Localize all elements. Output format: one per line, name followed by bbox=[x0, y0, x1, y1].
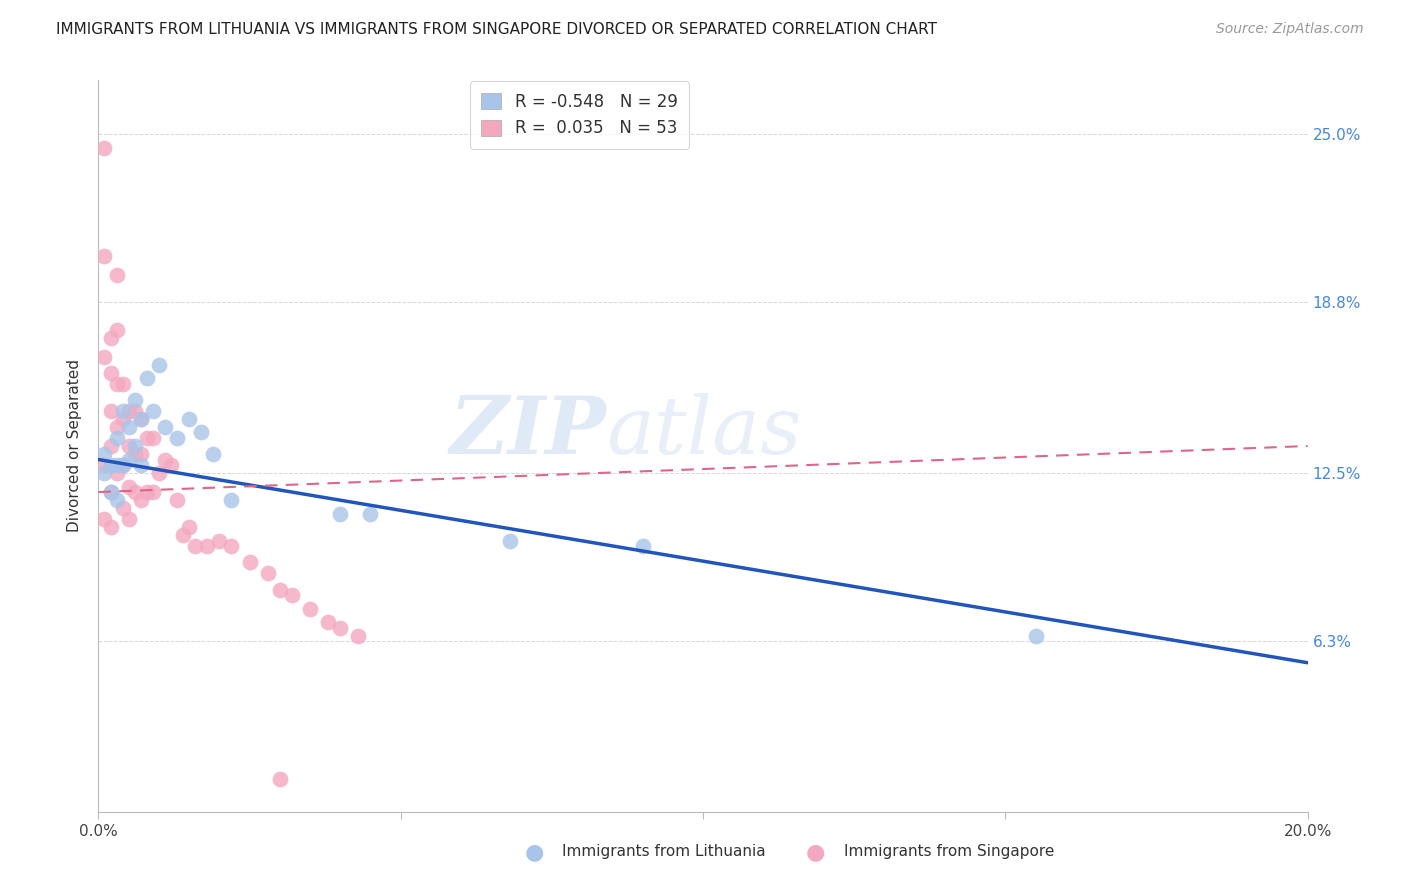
Point bbox=[142, 431, 165, 445]
Point bbox=[256, 566, 278, 581]
Legend: R = -0.548   N = 29, R =  0.035   N = 53: R = -0.548 N = 29, R = 0.035 N = 53 bbox=[470, 81, 689, 149]
Point bbox=[195, 539, 218, 553]
Point bbox=[166, 493, 188, 508]
Point bbox=[135, 485, 157, 500]
Point bbox=[329, 507, 352, 521]
Point bbox=[124, 392, 146, 407]
Point bbox=[118, 439, 141, 453]
Point bbox=[105, 268, 128, 283]
Point bbox=[208, 533, 231, 548]
Point bbox=[118, 512, 141, 526]
Point bbox=[93, 466, 115, 480]
Point bbox=[329, 620, 352, 634]
Point bbox=[135, 431, 157, 445]
Point bbox=[100, 366, 122, 380]
Point bbox=[142, 485, 165, 500]
Point bbox=[172, 528, 194, 542]
Point bbox=[111, 501, 134, 516]
Point bbox=[124, 485, 146, 500]
Point bbox=[148, 358, 170, 372]
Point bbox=[135, 371, 157, 385]
Point bbox=[269, 582, 291, 597]
Text: Immigrants from Singapore: Immigrants from Singapore bbox=[844, 845, 1054, 859]
Point bbox=[498, 533, 520, 548]
Point bbox=[100, 439, 122, 453]
Text: Immigrants from Lithuania: Immigrants from Lithuania bbox=[562, 845, 766, 859]
Point bbox=[124, 404, 146, 418]
Point bbox=[118, 404, 141, 418]
Point bbox=[166, 431, 188, 445]
Point bbox=[111, 412, 134, 426]
Point bbox=[142, 404, 165, 418]
Point bbox=[105, 466, 128, 480]
Point bbox=[129, 493, 152, 508]
Point bbox=[129, 412, 152, 426]
Point bbox=[105, 458, 128, 472]
Point bbox=[179, 520, 201, 534]
Point bbox=[299, 601, 322, 615]
Text: Source: ZipAtlas.com: Source: ZipAtlas.com bbox=[1216, 22, 1364, 37]
Point bbox=[221, 539, 243, 553]
Point bbox=[631, 539, 654, 553]
Point bbox=[111, 458, 134, 472]
Point bbox=[93, 512, 115, 526]
Point bbox=[93, 458, 115, 472]
Point bbox=[118, 452, 141, 467]
Point bbox=[239, 556, 262, 570]
Point bbox=[105, 376, 128, 391]
Text: atlas: atlas bbox=[606, 392, 801, 470]
Point bbox=[124, 447, 146, 461]
Point bbox=[105, 420, 128, 434]
Point bbox=[93, 350, 115, 364]
Point bbox=[100, 485, 122, 500]
Point bbox=[100, 458, 122, 472]
Point bbox=[221, 493, 243, 508]
Point bbox=[93, 249, 115, 263]
Point bbox=[105, 431, 128, 445]
Point bbox=[93, 141, 115, 155]
Point bbox=[148, 466, 170, 480]
Point bbox=[153, 420, 176, 434]
Point bbox=[184, 539, 207, 553]
Point bbox=[100, 404, 122, 418]
Point bbox=[111, 376, 134, 391]
Point bbox=[347, 629, 370, 643]
Point bbox=[269, 772, 291, 787]
Point bbox=[118, 480, 141, 494]
Point bbox=[111, 404, 134, 418]
Point bbox=[124, 439, 146, 453]
Point bbox=[202, 447, 225, 461]
Point bbox=[153, 452, 176, 467]
Point bbox=[105, 322, 128, 336]
Y-axis label: Divorced or Separated: Divorced or Separated bbox=[67, 359, 83, 533]
Point bbox=[129, 412, 152, 426]
Text: IMMIGRANTS FROM LITHUANIA VS IMMIGRANTS FROM SINGAPORE DIVORCED OR SEPARATED COR: IMMIGRANTS FROM LITHUANIA VS IMMIGRANTS … bbox=[56, 22, 938, 37]
Point bbox=[118, 420, 141, 434]
Point bbox=[100, 520, 122, 534]
Text: ZIP: ZIP bbox=[450, 392, 606, 470]
Text: ●: ● bbox=[524, 842, 544, 862]
Point bbox=[105, 493, 128, 508]
Point bbox=[100, 485, 122, 500]
Point bbox=[111, 458, 134, 472]
Point bbox=[179, 412, 201, 426]
Point bbox=[160, 458, 183, 472]
Point bbox=[316, 615, 339, 629]
Point bbox=[281, 588, 304, 602]
Point bbox=[129, 458, 152, 472]
Point bbox=[100, 331, 122, 345]
Text: ●: ● bbox=[806, 842, 825, 862]
Point bbox=[129, 447, 152, 461]
Point bbox=[360, 507, 382, 521]
Point bbox=[1024, 629, 1046, 643]
Point bbox=[190, 425, 212, 440]
Point bbox=[93, 447, 115, 461]
